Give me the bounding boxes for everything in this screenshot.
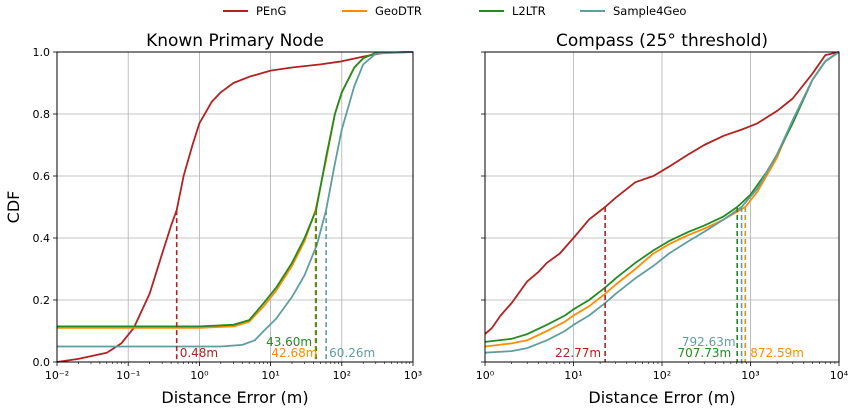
legend-label-geodtr: GeoDTR xyxy=(375,4,422,18)
left-y-tick-label: 0.8 xyxy=(33,108,51,121)
right-x-tick-label: 10⁰ xyxy=(476,369,495,382)
legend-label-sample4geo: Sample4Geo xyxy=(613,4,686,18)
right-x-axis-label: Distance Error (m) xyxy=(588,388,735,407)
right-x-tick-label: 10² xyxy=(653,369,671,382)
legend-label-peng: PEnG xyxy=(256,4,286,18)
legend: PEnG GeoDTR L2LTR Sample4Geo xyxy=(223,4,686,18)
left-x-tick-label: 10³ xyxy=(404,369,422,382)
panel-known-primary-node: Known Primary Node 10⁻² 10⁻¹ 10⁰ 10¹ 10² 10³ 0… xyxy=(4,31,422,407)
panel-compass-threshold: Compass (25° threshold) 10⁰ 10¹ 10² 10³ 10⁴ … xyxy=(476,31,849,407)
left-series-line-peng xyxy=(56,51,414,363)
legend-label-l2ltr: L2LTR xyxy=(512,4,546,18)
left-x-tick-label: 10¹ xyxy=(261,369,279,382)
left-series xyxy=(56,51,414,363)
left-y-tick-label: 0.4 xyxy=(33,232,51,245)
right-x-tick-label: 10³ xyxy=(741,369,759,382)
left-median-annotation: 60.26m xyxy=(329,346,375,360)
left-grid xyxy=(56,51,414,363)
left-x-tick-label: 10² xyxy=(333,369,351,382)
left-median-annotation: 42.68m xyxy=(271,346,317,360)
left-median-annotation: 0.48m xyxy=(180,346,218,360)
right-median-annotation: 792.63m xyxy=(682,335,736,349)
left-series-line-l2ltr xyxy=(57,51,414,328)
left-y-tick-label: 0.0 xyxy=(33,356,51,369)
right-ticks: 10⁰ 10¹ 10² 10³ 10⁴ xyxy=(476,51,849,382)
left-median-annotation: 43.60m xyxy=(266,335,312,349)
left-y-tick-label: 1.0 xyxy=(33,46,51,59)
left-plot-frame xyxy=(56,51,414,363)
panel-title-right: Compass (25° threshold) xyxy=(556,31,768,51)
left-x-tick-label: 10⁻² xyxy=(45,369,69,382)
right-median-annotation: 22.77m xyxy=(555,346,601,360)
left-y-tick-label: 0.6 xyxy=(33,170,51,183)
left-y-tick-label: 0.2 xyxy=(33,294,51,307)
left-y-axis-label: CDF xyxy=(4,191,23,224)
right-series xyxy=(484,51,840,354)
left-series-line-sample4geo xyxy=(57,51,414,348)
panel-title-left: Known Primary Node xyxy=(146,31,324,51)
left-series-line-geodtr xyxy=(57,51,414,329)
left-drops xyxy=(175,210,327,362)
right-series-line-sample4geo xyxy=(484,51,840,354)
left-ticks: 10⁻² 10⁻¹ 10⁰ 10¹ 10² 10³ 0.0 0.2 0.4 0.6 0.8 1.0 xyxy=(33,46,423,382)
right-series-line-peng xyxy=(484,51,840,335)
right-median-annotation: 872.59m xyxy=(750,346,804,360)
left-x-tick-label: 10⁻¹ xyxy=(116,369,140,382)
right-x-tick-label: 10⁴ xyxy=(830,369,849,382)
right-grid xyxy=(484,51,840,363)
left-x-tick-label: 10⁰ xyxy=(190,369,209,382)
right-drops xyxy=(604,207,747,362)
left-x-axis-label: Distance Error (m) xyxy=(161,388,308,407)
right-x-tick-label: 10¹ xyxy=(564,369,582,382)
right-median-annotation: 707.73m xyxy=(678,346,732,360)
